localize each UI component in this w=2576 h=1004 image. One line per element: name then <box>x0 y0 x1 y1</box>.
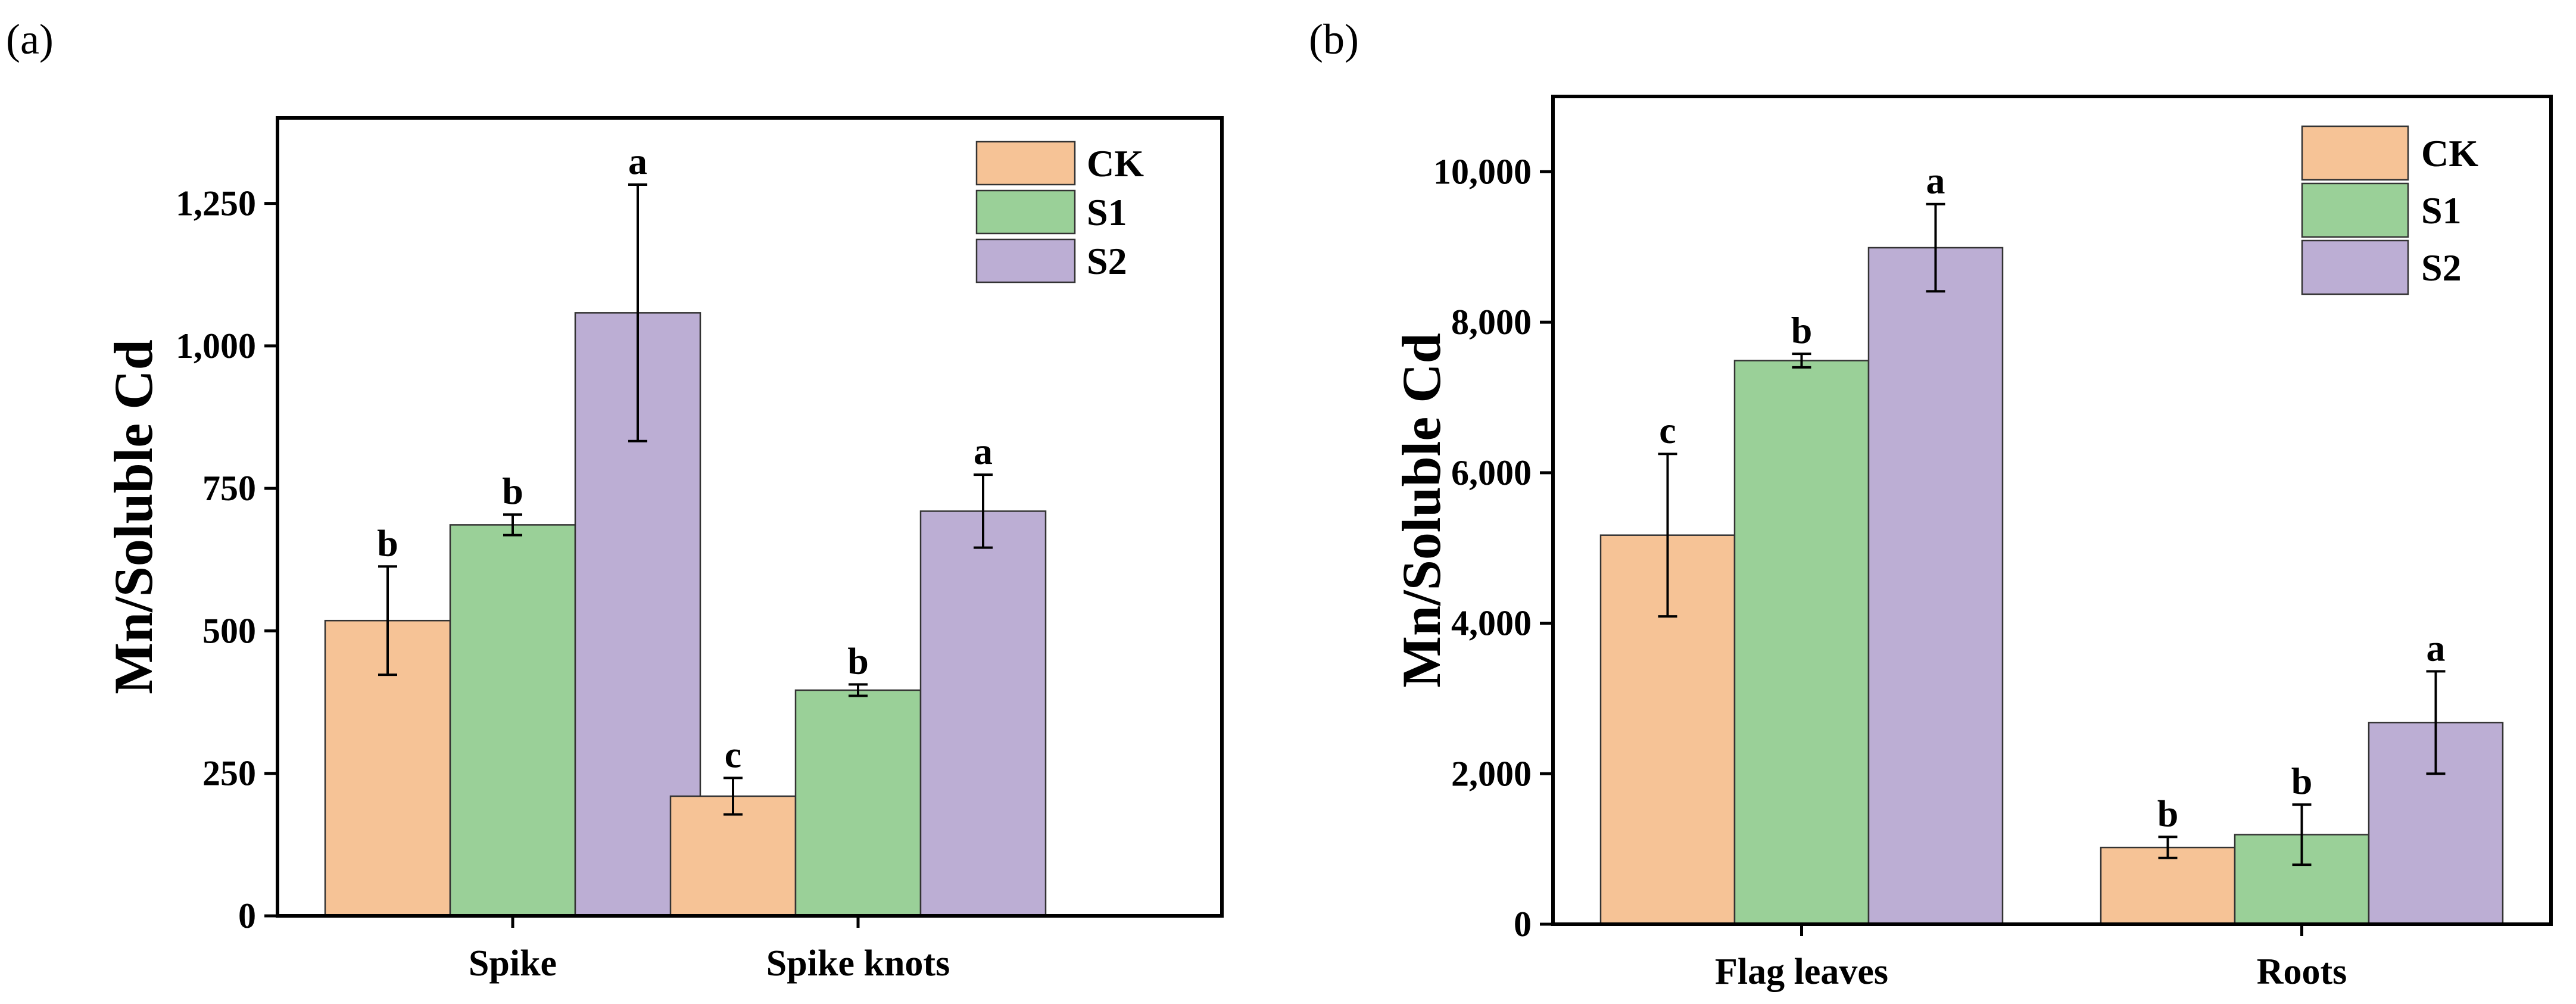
y-axis-title: Mn/Soluble Cd <box>103 339 164 694</box>
y-tick-label: 10,000 <box>1433 152 1532 191</box>
significance-letter: a <box>2427 626 2446 669</box>
x-tick-label: Flag leaves <box>1715 952 1888 992</box>
x-tick-label: Spike knots <box>766 943 950 984</box>
y-tick-label: 1,250 <box>176 184 256 223</box>
significance-letter: c <box>725 733 741 775</box>
y-tick-label: 750 <box>202 469 256 508</box>
significance-letter: a <box>628 140 647 182</box>
y-axis-title: Mn/Soluble Cd <box>1391 333 1452 688</box>
legend-swatch-s2 <box>2301 239 2409 295</box>
legend-label-ck: CK <box>2421 132 2478 174</box>
significance-letter: c <box>1659 409 1676 451</box>
significance-letter: b <box>377 522 398 564</box>
y-tick-label: 6,000 <box>1451 453 1532 492</box>
chart-panel-b: (b) Mn/Soluble Cd 0 2,000 4,000 6,000 8,000 10,… <box>1309 15 2553 992</box>
legend-label-s1: S1 <box>2421 189 2462 232</box>
significance-letter: b <box>502 470 523 512</box>
y-tick-label: 4,000 <box>1451 604 1532 643</box>
legend-swatch-s1 <box>975 189 1076 235</box>
legend-swatch-ck <box>975 141 1076 186</box>
significance-letter: b <box>847 640 869 682</box>
plot-frame <box>1551 95 2553 926</box>
y-tick-label: 8,000 <box>1451 303 1532 342</box>
y-tick-label: 500 <box>202 611 256 650</box>
legend-label-s2: S2 <box>2421 247 2462 289</box>
y-tick-label: 2,000 <box>1451 754 1532 793</box>
significance-letter: b <box>2157 792 2179 834</box>
significance-letter: b <box>2291 760 2313 802</box>
chart-panel-a: (a) Mn/Soluble Cd 0 250 500 750 1,000 1,250 b b a S… <box>6 15 1224 984</box>
y-tick-label: 0 <box>238 896 256 936</box>
bar-s1-flag-leaves <box>1733 360 1870 925</box>
x-tick-label: Roots <box>2257 952 2347 992</box>
significance-letter: b <box>1791 309 1813 351</box>
legend-label-s1: S1 <box>1087 191 1127 233</box>
plot-frame <box>276 116 1224 918</box>
y-tick-label: 0 <box>1514 905 1532 944</box>
bar-s2-flag-leaves <box>1867 247 2004 925</box>
panel-label: (b) <box>1309 15 1359 63</box>
x-tick-label: Spike <box>469 943 557 984</box>
bar-s1-spike-knots <box>794 689 922 917</box>
legend-label-s2: S2 <box>1087 240 1127 282</box>
y-tick-label: 1,000 <box>176 326 256 366</box>
legend-swatch-ck <box>2301 125 2409 181</box>
panel-label: (a) <box>6 15 54 63</box>
significance-letter: a <box>1926 160 1945 202</box>
legend-swatch-s1 <box>2301 182 2409 238</box>
bar-s1-spike <box>449 524 576 917</box>
y-tick-label: 250 <box>202 754 256 793</box>
legend-swatch-s2 <box>975 238 1076 283</box>
legend-label-ck: CK <box>1087 142 1144 185</box>
bar-s2-spike-knots <box>919 510 1047 917</box>
significance-letter: a <box>974 430 993 472</box>
